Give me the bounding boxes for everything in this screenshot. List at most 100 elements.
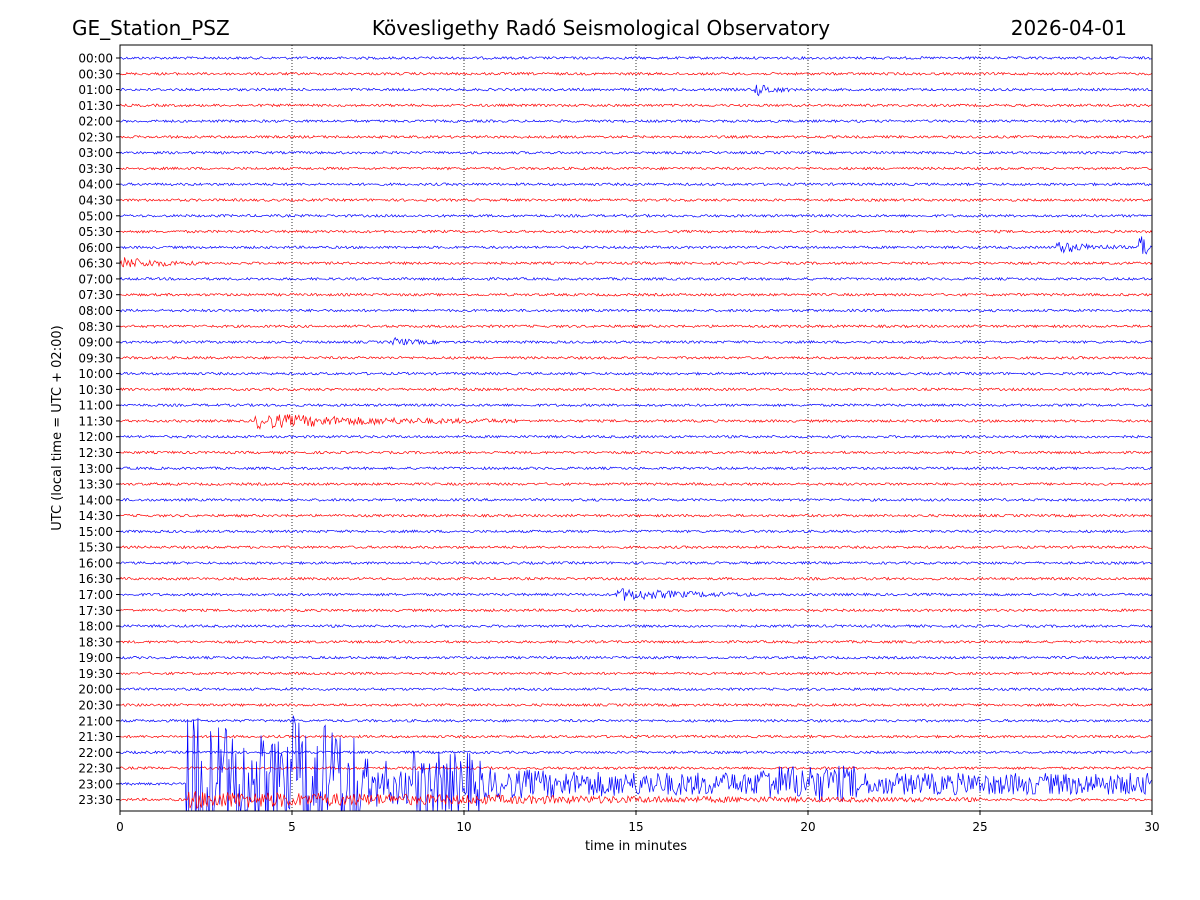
y-tick-label: 13:30 bbox=[78, 478, 113, 492]
y-tick-label: 04:00 bbox=[78, 178, 113, 192]
y-tick-label: 07:00 bbox=[78, 272, 113, 286]
trace-0300 bbox=[120, 150, 1152, 155]
y-tick-label: 04:30 bbox=[78, 194, 113, 208]
trace-0130 bbox=[120, 103, 1152, 108]
trace-0100 bbox=[120, 84, 1152, 97]
y-tick-label: 22:30 bbox=[78, 762, 113, 776]
x-tick-label: 25 bbox=[972, 820, 987, 834]
trace-0000 bbox=[120, 55, 1152, 60]
trace-2300 bbox=[120, 715, 1152, 811]
trace-0230 bbox=[120, 134, 1152, 139]
trace-2000 bbox=[120, 687, 1152, 692]
trace-0700 bbox=[120, 276, 1152, 282]
trace-1730 bbox=[120, 608, 1152, 613]
trace-0730 bbox=[120, 292, 1152, 297]
trace-0600 bbox=[120, 236, 1152, 255]
y-tick-label: 09:00 bbox=[78, 336, 113, 350]
y-tick-label: 12:00 bbox=[78, 430, 113, 444]
y-tick-label: 06:00 bbox=[78, 241, 113, 255]
trace-0630 bbox=[120, 257, 1152, 268]
y-tick-label: 17:00 bbox=[78, 588, 113, 602]
y-tick-label: 21:00 bbox=[78, 714, 113, 728]
x-axis: 0 5 10 15 20 25 30 bbox=[116, 811, 1160, 834]
y-tick-label: 08:30 bbox=[78, 320, 113, 334]
y-tick-label: 02:00 bbox=[78, 115, 113, 129]
trace-1700 bbox=[120, 588, 1152, 601]
y-tick-label: 12:30 bbox=[78, 446, 113, 460]
y-tick-label: 01:30 bbox=[78, 99, 113, 113]
trace-2130 bbox=[120, 734, 1152, 739]
trace-1400 bbox=[120, 497, 1152, 502]
y-tick-label: 23:30 bbox=[78, 793, 113, 807]
trace-0200 bbox=[120, 119, 1152, 124]
trace-0030 bbox=[120, 71, 1152, 76]
trace-0530 bbox=[120, 229, 1152, 234]
y-tick-label: 18:30 bbox=[78, 635, 113, 649]
y-tick-label: 16:00 bbox=[78, 556, 113, 570]
y-tick-label: 19:00 bbox=[78, 651, 113, 665]
trace-1900 bbox=[120, 655, 1152, 660]
y-tick-label: 10:30 bbox=[78, 383, 113, 397]
trace-1830 bbox=[120, 639, 1152, 644]
traces-group bbox=[120, 55, 1152, 811]
y-tick-label: 19:30 bbox=[78, 667, 113, 681]
x-axis-label: time in minutes bbox=[585, 839, 687, 854]
trace-2330 bbox=[120, 790, 1152, 809]
trace-0830 bbox=[120, 324, 1152, 329]
y-tick-label: 06:30 bbox=[78, 257, 113, 271]
trace-2100 bbox=[120, 718, 1152, 723]
y-tick-label: 13:00 bbox=[78, 462, 113, 476]
trace-1030 bbox=[120, 387, 1152, 392]
x-tick-label: 0 bbox=[116, 820, 124, 834]
y-axis-label: UTC (local time = UTC + 02:00) bbox=[50, 325, 65, 530]
y-tick-label: 15:30 bbox=[78, 541, 113, 555]
trace-1530 bbox=[120, 545, 1152, 550]
trace-2200 bbox=[120, 750, 1152, 755]
y-tick-label: 03:00 bbox=[78, 146, 113, 160]
y-tick-label: 11:00 bbox=[78, 399, 113, 413]
y-tick-label: 00:30 bbox=[78, 67, 113, 81]
y-tick-label: 21:30 bbox=[78, 730, 113, 744]
trace-0900 bbox=[120, 336, 1152, 346]
x-tick-label: 20 bbox=[800, 820, 815, 834]
x-tick-label: 10 bbox=[456, 820, 471, 834]
trace-0330 bbox=[120, 166, 1152, 171]
y-tick-label: 01:00 bbox=[78, 83, 113, 97]
y-tick-label: 03:30 bbox=[78, 162, 113, 176]
trace-1230 bbox=[120, 450, 1152, 455]
trace-1430 bbox=[120, 513, 1152, 518]
y-tick-label: 23:00 bbox=[78, 777, 113, 791]
y-tick-label: 17:30 bbox=[78, 604, 113, 618]
trace-1930 bbox=[120, 671, 1152, 676]
trace-1630 bbox=[120, 576, 1152, 581]
y-tick-label: 00:00 bbox=[78, 52, 113, 66]
trace-1500 bbox=[120, 529, 1152, 534]
y-tick-label: 07:30 bbox=[78, 288, 113, 302]
y-tick-label: 08:00 bbox=[78, 304, 113, 318]
trace-1100 bbox=[120, 403, 1152, 408]
y-tick-label: 20:30 bbox=[78, 698, 113, 712]
y-tick-label: 05:00 bbox=[78, 209, 113, 223]
y-tick-label: 11:30 bbox=[78, 414, 113, 428]
trace-1130 bbox=[120, 414, 1152, 430]
trace-0930 bbox=[120, 355, 1152, 360]
x-tick-label: 5 bbox=[288, 820, 296, 834]
y-tick-label: 14:00 bbox=[78, 493, 113, 507]
trace-0400 bbox=[120, 182, 1152, 187]
y-tick-label: 22:00 bbox=[78, 746, 113, 760]
trace-2030 bbox=[120, 702, 1152, 708]
trace-1600 bbox=[120, 560, 1152, 566]
y-tick-label: 05:30 bbox=[78, 225, 113, 239]
date-label: 2026-04-01 bbox=[1011, 16, 1127, 40]
y-tick-label: 16:30 bbox=[78, 572, 113, 586]
trace-0500 bbox=[120, 213, 1152, 218]
y-tick-label: 20:00 bbox=[78, 683, 113, 697]
y-tick-label: 09:30 bbox=[78, 351, 113, 365]
trace-1330 bbox=[120, 482, 1152, 487]
trace-1800 bbox=[120, 624, 1152, 629]
x-tick-label: 30 bbox=[1144, 820, 1159, 834]
y-tick-label: 02:30 bbox=[78, 130, 113, 144]
y-tick-label: 14:30 bbox=[78, 509, 113, 523]
